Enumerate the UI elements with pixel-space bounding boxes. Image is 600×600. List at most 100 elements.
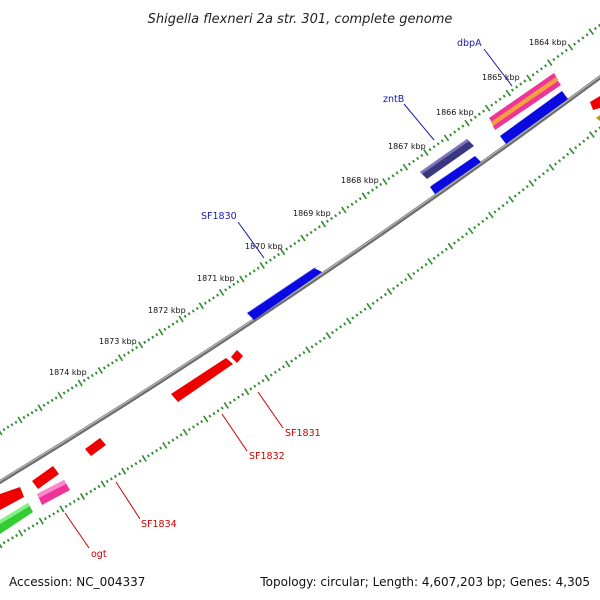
outer-tick-mark <box>440 139 444 143</box>
outer-tick-mark <box>175 320 179 324</box>
gene-zntb[interactable] <box>420 139 474 179</box>
gene-sf1830[interactable] <box>247 266 322 320</box>
outer-tick-mark <box>110 361 114 365</box>
gene-label-sf1832[interactable]: SF1832 <box>249 451 285 462</box>
outer-tick-mark <box>432 145 436 149</box>
outer-tick-mark <box>477 112 481 116</box>
leader-dbpa <box>483 48 513 87</box>
outer-tick-mark <box>155 333 159 337</box>
gene-reverse-edge[interactable] <box>0 487 24 510</box>
inner-tick-mark <box>554 162 558 166</box>
outer-tick-mark <box>510 88 514 92</box>
gene-label-ogt[interactable]: ogt <box>91 549 107 560</box>
outer-tick-mark <box>464 119 470 127</box>
outer-tick-mark <box>293 241 297 246</box>
outer-tick-mark <box>97 366 103 374</box>
gene-reverse[interactable] <box>32 464 59 489</box>
gene-label-sf1834[interactable]: SF1834 <box>141 519 177 530</box>
gene-forward[interactable] <box>500 89 568 144</box>
inner-tick-mark <box>447 242 454 250</box>
inner-tick-mark <box>363 307 367 311</box>
inner-tick-mark <box>548 163 555 171</box>
inner-tick-mark <box>386 288 393 295</box>
outer-tick-mark <box>490 103 494 107</box>
outer-tick-mark <box>552 57 556 62</box>
inner-tick-mark <box>97 484 101 489</box>
outer-tick-mark <box>354 199 358 204</box>
inner-tick-mark <box>100 480 106 488</box>
tick-label: 1872 kbp <box>148 306 186 315</box>
inner-tick-mark <box>493 210 497 214</box>
outer-tick-mark <box>531 73 535 77</box>
outer-tick-mark <box>218 289 225 296</box>
outer-tick-mark <box>473 115 477 119</box>
inner-tick-mark <box>427 258 433 265</box>
inner-tick-mark <box>68 502 72 506</box>
tick-label: 1873 kbp <box>99 337 137 346</box>
tick-label: 1864 kbp <box>529 38 567 47</box>
outer-tick-mark <box>326 219 329 223</box>
inner-tick-mark <box>284 360 291 368</box>
outer-tick-mark <box>309 230 313 235</box>
footer-summary: Topology: circular; Length: 4,607,203 bp… <box>259 575 590 589</box>
gene-forward[interactable] <box>430 154 481 194</box>
outer-tick-mark <box>171 322 175 326</box>
outer-tick-mark <box>526 74 532 82</box>
inner-tick-mark <box>182 428 188 436</box>
inner-tick-mark <box>456 238 460 242</box>
outer-tick-mark <box>289 244 293 248</box>
gene-label-sf1830[interactable]: SF1830 <box>201 211 237 222</box>
inner-tick-mark <box>23 529 27 533</box>
inner-tick-mark <box>586 136 590 140</box>
inner-tick-mark <box>310 345 314 349</box>
inner-tick-mark <box>43 517 47 521</box>
gene-sf1834[interactable] <box>85 438 106 456</box>
gene-label-sf1831[interactable]: SF1831 <box>285 428 321 439</box>
outer-tick-mark <box>577 39 581 43</box>
gene-dbpa[interactable] <box>489 73 561 130</box>
outer-tick-mark <box>14 420 18 424</box>
outer-tick-mark <box>567 43 574 51</box>
inner-tick-mark <box>302 351 306 355</box>
gene-ogt[interactable] <box>37 480 70 505</box>
map-title: Shigella flexneri 2a str. 301, complete … <box>148 12 453 27</box>
outer-tick-mark <box>573 42 577 46</box>
gene-sf1831[interactable] <box>231 350 243 363</box>
outer-tick-mark <box>212 296 215 300</box>
inner-tick-mark <box>196 422 200 426</box>
gene-label-zntb[interactable]: zntB <box>383 94 404 105</box>
outer-tick-mark <box>399 168 403 172</box>
gene-label-dbpa[interactable]: dbpA <box>457 38 482 49</box>
inner-tick-mark <box>237 395 241 399</box>
outer-tick-mark <box>191 309 195 313</box>
gene-sf1832[interactable] <box>171 356 233 402</box>
inner-tick-mark <box>541 172 545 176</box>
inner-tick-mark <box>244 388 250 396</box>
outer-tick-mark <box>423 149 429 156</box>
inner-tick-mark <box>200 419 204 424</box>
gene-green-edge[interactable] <box>0 503 33 534</box>
outer-tick-mark <box>453 130 457 134</box>
inner-tick-mark <box>318 339 322 343</box>
inner-tick-mark <box>64 504 68 508</box>
outer-tick-mark <box>244 274 248 278</box>
inner-tick-mark <box>477 222 481 227</box>
inner-tick-mark <box>216 409 220 413</box>
outer-tick-mark <box>585 33 589 37</box>
inner-tick-mark <box>452 241 456 245</box>
inner-tick-mark <box>2 541 6 545</box>
outer-tick-mark <box>272 255 276 259</box>
leader-ogt <box>64 512 90 549</box>
inner-tick-mark <box>118 472 122 476</box>
outer-tick-mark <box>285 247 289 251</box>
inner-tick-mark <box>167 441 171 445</box>
inner-tick-mark <box>220 406 224 410</box>
inner-tick-mark <box>305 346 311 354</box>
inner-tick-mark <box>141 454 147 462</box>
inner-tick-mark <box>114 474 117 478</box>
outer-tick-mark <box>54 396 58 400</box>
gene-reverse-edge[interactable] <box>590 96 600 110</box>
outer-tick-mark <box>334 214 338 218</box>
genome-backbone <box>0 74 600 485</box>
outer-tick-mark <box>416 156 420 160</box>
